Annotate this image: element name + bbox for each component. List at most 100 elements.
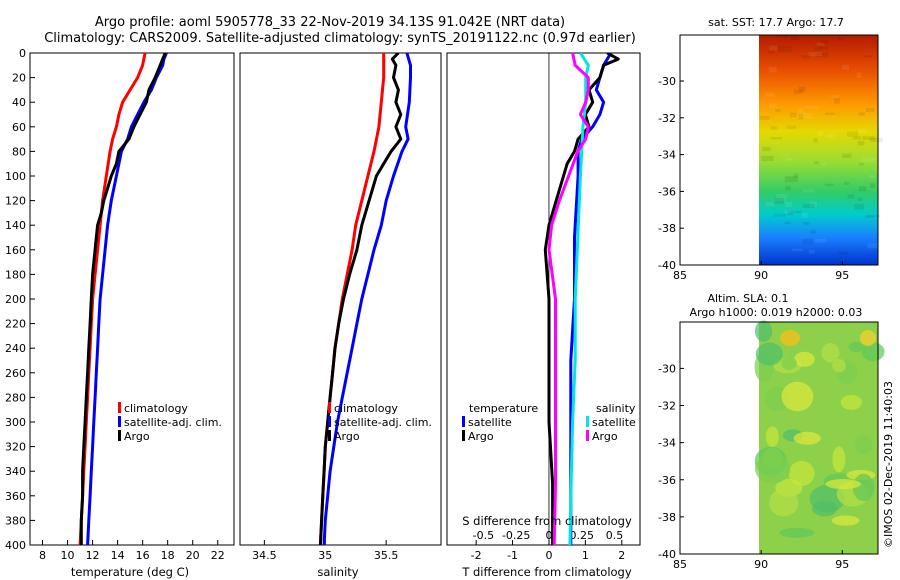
sst-map-panel: sat. SST: 17.7 Argo: 17.7 85 90 95 -30 -32 -3… xyxy=(658,16,883,282)
sst-texture-patch xyxy=(814,238,826,243)
sst-texture-patch xyxy=(801,55,811,59)
sst-texture-patch xyxy=(773,213,786,217)
sst-texture-patch xyxy=(785,158,793,161)
difference-xtick-label: -1 xyxy=(507,549,518,562)
sst-map-field xyxy=(759,35,878,265)
salinity-x-axis: 34.5 35 35.5 xyxy=(252,540,398,562)
sla-texture-patch xyxy=(832,359,846,373)
legend-satellite: satellite-adj. clim. xyxy=(124,416,222,429)
difference-series-s-argo xyxy=(547,53,590,545)
salinity-xlabel: salinity xyxy=(317,565,358,579)
sla-texture-patch xyxy=(788,460,815,486)
sst-map-border xyxy=(679,34,879,266)
map-xtick-label: 85 xyxy=(673,269,687,282)
sst-texture-patch xyxy=(765,201,775,207)
legend-s-argo-swatch xyxy=(328,430,331,441)
sst-texture-patch xyxy=(784,210,796,214)
sla-texture-patch xyxy=(825,479,861,490)
sst-texture-patch xyxy=(858,140,865,146)
depth-tick-label: 400 xyxy=(5,539,26,552)
temperature-lines xyxy=(78,53,168,545)
legend-s-argo-label: Argo xyxy=(592,430,618,443)
sst-texture-patch xyxy=(819,46,829,50)
map-xtick-label: 90 xyxy=(754,558,768,571)
salinity-xtick-label: 35.5 xyxy=(374,549,399,562)
t-difference-xlabel: T difference from climatology xyxy=(461,565,632,579)
legend-s-sat: satellite xyxy=(592,416,636,429)
difference-series-t-argo xyxy=(543,53,620,545)
depth-tick-label: 340 xyxy=(5,465,26,478)
sst-texture-patch xyxy=(844,181,850,185)
depth-axis: 0 20 40 60 80 100 120 140 160 180 200 220 240 260 280 3… xyxy=(5,47,35,552)
sla-map-title: Altim. SLA: 0.1 xyxy=(707,292,788,305)
salinity-lines xyxy=(318,53,412,545)
sla-texture-patch xyxy=(852,473,875,502)
sst-texture-patch xyxy=(838,251,849,255)
map-ytick-label: -38 xyxy=(658,511,676,524)
sst-texture-patch xyxy=(798,113,813,119)
sla-texture-patch xyxy=(755,342,784,366)
sst-texture-patch xyxy=(777,35,788,38)
sst-texture-patch xyxy=(771,142,780,145)
sst-texture-patch xyxy=(825,112,836,115)
sst-texture-patch xyxy=(861,157,876,163)
sst-texture-patch xyxy=(869,183,876,188)
sst-texture-patch xyxy=(793,173,799,178)
temperature-xtick-label: 12 xyxy=(86,549,100,562)
difference-xtick-label: -2 xyxy=(471,549,482,562)
temperature-xlabel: temperature (deg C) xyxy=(71,565,189,579)
depth-tick-label: 240 xyxy=(5,342,26,355)
s-difference-xlabel: S difference from climatology xyxy=(462,514,632,528)
map-ytick-label: -32 xyxy=(658,112,676,125)
temperature-xtick-label: 10 xyxy=(61,549,75,562)
sst-texture-patch xyxy=(785,186,791,191)
sst-texture-patch xyxy=(842,64,849,70)
sst-texture-patch xyxy=(792,248,803,252)
map-ytick-label: -30 xyxy=(658,362,676,375)
sla-texture-patch xyxy=(832,446,846,473)
legend-satellite-swatch xyxy=(118,416,121,427)
sst-texture-patch xyxy=(830,95,839,98)
depth-tick-label: 360 xyxy=(5,490,26,503)
legend-argo-swatch xyxy=(118,430,121,441)
salinity-xtick-label: 35 xyxy=(318,549,332,562)
sla-high-patch xyxy=(860,330,876,346)
temperature-xtick-label: 18 xyxy=(161,549,175,562)
sst-texture-patch xyxy=(802,203,815,208)
sst-texture-patch xyxy=(793,89,803,94)
sst-texture-patch xyxy=(785,201,793,208)
s-difference-xtick-label: -0.25 xyxy=(502,529,530,542)
sla-texture-patch xyxy=(781,356,797,370)
sst-texture-patch xyxy=(768,103,778,109)
sst-texture-patch xyxy=(852,136,862,140)
depth-tick-label: 280 xyxy=(5,391,26,404)
depth-tick-label: 20 xyxy=(12,72,26,85)
sla-texture-patch xyxy=(766,426,779,448)
sla-texture-patch xyxy=(755,453,791,484)
sst-texture-patch xyxy=(790,35,800,40)
sst-texture-patch xyxy=(798,86,806,92)
legend-s-argo-swatch xyxy=(586,430,589,441)
legend-s-satellite-swatch xyxy=(328,416,331,427)
depth-tick-label: 0 xyxy=(19,47,26,60)
s-difference-xtick-label: 0.5 xyxy=(606,529,624,542)
sst-texture-patch xyxy=(759,116,770,120)
sla-texture-patch xyxy=(861,342,885,362)
sst-texture-patch xyxy=(847,194,855,199)
map-ytick-label: -36 xyxy=(658,474,676,487)
sst-texture-patch xyxy=(773,198,786,201)
sst-texture-patch xyxy=(814,46,822,51)
legend-climatology-swatch xyxy=(118,402,121,413)
sst-texture-patch xyxy=(859,162,864,166)
sst-texture-patch xyxy=(778,46,793,53)
depth-tick-label: 60 xyxy=(12,121,26,134)
sst-texture-patch xyxy=(816,42,825,46)
sst-texture-patch xyxy=(856,72,861,78)
map-ytick-label: -34 xyxy=(658,437,676,450)
map-ytick-label: -40 xyxy=(658,259,676,272)
salinity-series-satellite-adj-clim- xyxy=(322,53,412,545)
sst-texture-patch xyxy=(784,221,791,224)
legend-climatology: climatology xyxy=(124,402,188,415)
sst-texture-patch xyxy=(775,109,781,113)
s-difference-xtick-label: -0.5 xyxy=(473,529,494,542)
